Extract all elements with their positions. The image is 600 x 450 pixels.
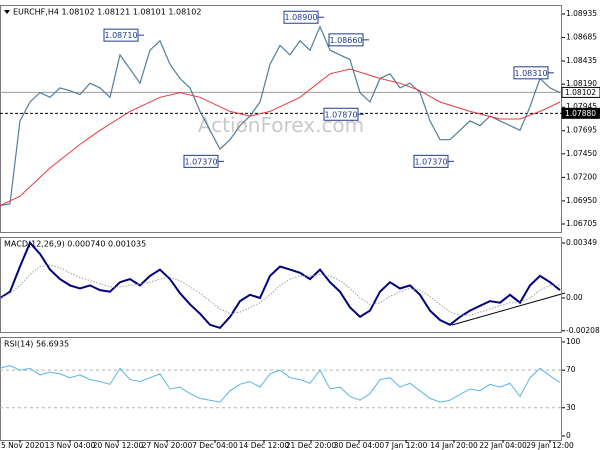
series-line xyxy=(0,364,561,403)
annotation-label: 1.08710 xyxy=(104,31,137,40)
panel-frame xyxy=(0,237,562,333)
menu-arrow xyxy=(4,10,10,14)
trend-line xyxy=(451,292,566,326)
x-tick-label: 7 Jan 12:00 xyxy=(385,441,428,450)
level-label-box xyxy=(561,86,600,98)
y-tick-label: -0.002083 xyxy=(566,326,600,335)
y-tick-label: 1.07695 xyxy=(566,126,597,135)
y-tick-label: 70 xyxy=(566,365,576,374)
series-line xyxy=(0,68,561,207)
annotation-label: 1.08660 xyxy=(329,36,362,45)
panel-title: MACD(12,26,9) 0.000740 0.001035 xyxy=(4,240,146,249)
x-tick-label: 14 Dec 12:00 xyxy=(239,441,290,450)
annotation-box xyxy=(323,107,359,121)
annotation-label: 1.07370 xyxy=(184,157,217,166)
y-tick-label: 1.08435 xyxy=(566,56,597,65)
annotation-label: 1.07870 xyxy=(324,110,357,119)
series-line xyxy=(0,25,561,207)
annotation-box xyxy=(283,10,319,24)
y-tick-label: 1.08935 xyxy=(566,9,597,18)
y-tick-label: 30 xyxy=(566,403,576,412)
x-tick-label: 20 Nov 12:00 xyxy=(93,441,144,450)
annotation-box xyxy=(183,154,219,168)
y-tick-label: 1.06950 xyxy=(566,196,597,205)
annotation-box xyxy=(513,66,549,80)
series-line xyxy=(0,264,560,316)
x-tick-label: 27 Nov 20:00 xyxy=(142,441,193,450)
annotation-box xyxy=(328,33,364,47)
y-tick-label: 1.08190 xyxy=(566,79,597,88)
annotation-box xyxy=(103,28,139,42)
y-tick-label: 1.07450 xyxy=(566,149,597,158)
level-label: 1.08102 xyxy=(565,88,596,97)
y-tick-label: 1.06705 xyxy=(566,219,597,228)
panel-title: EURCHF,H4 1.08102 1.08121 1.08101 1.0810… xyxy=(13,8,201,17)
panel-frame xyxy=(0,337,562,441)
y-tick-label: 1.07945 xyxy=(566,102,597,111)
annotation-box xyxy=(413,154,449,168)
y-tick-label: 0.00349 xyxy=(566,238,597,247)
annotation-label: 1.08900 xyxy=(284,13,317,22)
panel-title: RSI(14) 56.6935 xyxy=(4,340,69,349)
level-label-box xyxy=(561,107,600,119)
y-tick-label: 0.00 xyxy=(566,293,583,302)
x-tick-label: 13 Nov 04:00 xyxy=(45,441,96,450)
annotation-label: 1.07370 xyxy=(414,157,447,166)
x-tick-label: 29 Jan 12:00 xyxy=(526,441,574,450)
x-tick-label: 5 Nov 2020 xyxy=(1,441,44,450)
x-tick-label: 14 Jan 20:00 xyxy=(430,441,478,450)
y-tick-label: 1.07200 xyxy=(566,172,597,181)
x-tick-label: 22 Jan 04:00 xyxy=(479,441,527,450)
panel-frame xyxy=(0,5,562,233)
y-tick-label: 1.08685 xyxy=(566,32,597,41)
y-tick-label: 100 xyxy=(566,337,581,346)
annotation-label: 1.08310 xyxy=(514,69,547,78)
x-tick-label: 30 Dec 04:00 xyxy=(334,441,385,450)
level-label: 1.07880 xyxy=(565,109,596,118)
x-tick-label: 21 Dec 20:00 xyxy=(286,441,337,450)
x-tick-label: 7 Dec 04:00 xyxy=(192,441,238,450)
y-tick-label: 0 xyxy=(566,431,571,440)
series-line xyxy=(0,240,561,330)
